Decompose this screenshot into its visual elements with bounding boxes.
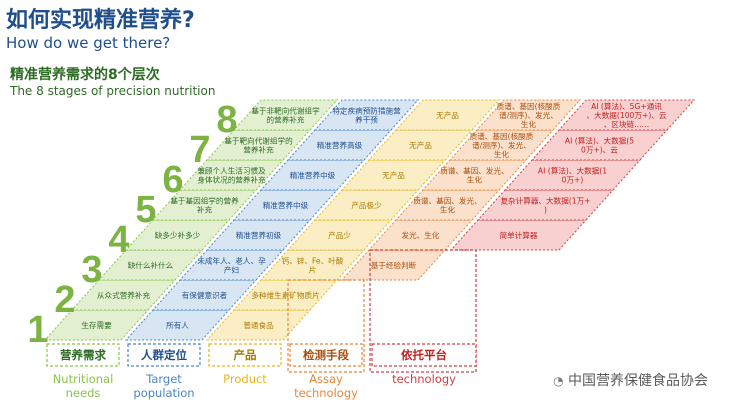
- column-header-box-platform: [371, 343, 477, 367]
- page-title: 如何实现精准营养?: [6, 8, 195, 33]
- column-header-product: 产品: [234, 348, 257, 362]
- cell-population-8: [313, 99, 420, 131]
- stages-heading-en: The 8 stages of precision nutrition: [10, 84, 216, 98]
- cell-text-population-4: 精准营养初级: [236, 230, 282, 240]
- cell-text-population-2: 有保健意识者: [182, 290, 228, 300]
- cell-text-product-4: 产品少: [328, 230, 351, 240]
- cell-text-population-8: 特定疾病预防措施营养干预: [332, 106, 401, 125]
- cell-text-product-1: 普通食品: [243, 320, 274, 330]
- column-footer-population-1: population: [133, 386, 194, 400]
- cell-text-product-8: 无产品: [436, 110, 459, 120]
- cell-text-needs-8: 基于非靶向代谢组学的营养补充: [251, 106, 320, 125]
- cell-platform-8: [557, 99, 696, 131]
- column-footer-population-0: Target: [145, 372, 182, 386]
- stage-number-6: 6: [162, 159, 183, 201]
- cell-text-assay-8: 质谱、基因(核酸质谱/测序)、发光、生化: [497, 101, 561, 129]
- cell-text-assay-4: 发光、生化: [402, 230, 440, 240]
- cell-text-platform-6: AI (算法)、大数据(1 0万+): [538, 166, 607, 185]
- cell-text-population-3: 未成年人、老人、孕产妇: [197, 256, 266, 275]
- watermark-text: 中国营养保健食品协会: [568, 373, 708, 389]
- cell-text-needs-1: 生存需要: [81, 320, 112, 330]
- cell-text-product-7: 无产品: [409, 140, 432, 150]
- column-header-assay: 检测手段: [303, 348, 349, 362]
- cell-text-needs-6: 兼顾个人生活习惯及身体状况的营养补充: [197, 166, 266, 185]
- stage-number-2: 2: [54, 279, 75, 321]
- cell-needs-8: [232, 99, 339, 131]
- column-header-needs: 营养需求: [60, 348, 106, 362]
- column-footer-platform-0: technology: [392, 372, 456, 386]
- cell-text-needs-3: 缺什么补什么: [128, 260, 174, 270]
- column-footer-product-0: Product: [223, 372, 267, 386]
- page-subtitle: How do we get there?: [6, 34, 171, 52]
- cell-text-product-2: 多种维生素矿物质片: [251, 290, 319, 300]
- stage-number-8: 8: [216, 99, 237, 141]
- column-header-box-product: [208, 343, 282, 367]
- cell-text-platform-5: 复杂计算器、大数据(1万+): [500, 196, 590, 215]
- cell-text-assay-7: 质谱、基因(核酸质谱/测序)、发光、生化: [470, 131, 534, 159]
- column-header-box-needs: [46, 343, 120, 367]
- cell-text-assay-3: 基于经验判断: [371, 260, 417, 270]
- cell-product-8: [394, 99, 501, 131]
- cell-text-needs-7: 基于靶向代谢组学的营养补充: [224, 136, 293, 155]
- cell-text-product-6: 无产品: [382, 170, 405, 180]
- column-footer-assay-1: technology: [294, 386, 358, 400]
- cell-text-population-1: 所有人: [166, 320, 189, 330]
- stage-number-7: 7: [189, 129, 210, 171]
- cell-text-population-6: 精准营养中级: [290, 170, 336, 180]
- stage-number-3: 3: [81, 249, 102, 291]
- cell-text-assay-5: 质谱、基因、发光、生化: [413, 196, 481, 215]
- column-header-platform: 依托平台: [401, 348, 447, 362]
- cell-text-needs-5: 基于基因组学的营养补充: [170, 196, 239, 215]
- column-header-box-population: [127, 343, 201, 367]
- cell-text-needs-4: 缺多少补多少: [155, 230, 201, 240]
- cell-text-product-5: 产品极少: [351, 200, 382, 210]
- cell-text-product-3: 钙、锌、Fe、叶酸片: [282, 256, 344, 275]
- stages-heading-cn: 精准营养需求的8个层次: [10, 67, 160, 83]
- cell-text-population-7: 精准营养高级: [317, 140, 363, 150]
- cell-text-platform-4: 简单计算器: [500, 230, 538, 240]
- watermark: ◔ 中国营养保健食品协会: [553, 370, 708, 390]
- cell-text-population-5: 精准营养中级: [263, 200, 309, 210]
- stage-number-1: 1: [27, 309, 48, 351]
- cell-text-assay-6: 质谱、基因、发光、生化: [440, 166, 508, 185]
- stage-number-4: 4: [108, 219, 129, 261]
- column-footer-needs-0: Nutritional: [53, 372, 114, 386]
- column-footer-assay-0: Assay: [309, 372, 343, 386]
- stage-number-5: 5: [135, 189, 156, 231]
- cell-text-needs-2: 从众式营养补充: [97, 290, 151, 300]
- wechat-icon: ◔: [553, 374, 564, 388]
- cell-text-platform-7: AI (算法)、大数据(5 0万+)、云: [565, 136, 634, 155]
- column-header-box-assay: [289, 343, 363, 367]
- cell-text-platform-8: AI (算法)、5G+通讯、大数据(100万+)、云、区块链……: [587, 101, 667, 129]
- column-header-population: 人群定位: [141, 348, 187, 362]
- column-footer-needs-1: needs: [66, 386, 101, 400]
- cell-assay-8: [475, 99, 582, 131]
